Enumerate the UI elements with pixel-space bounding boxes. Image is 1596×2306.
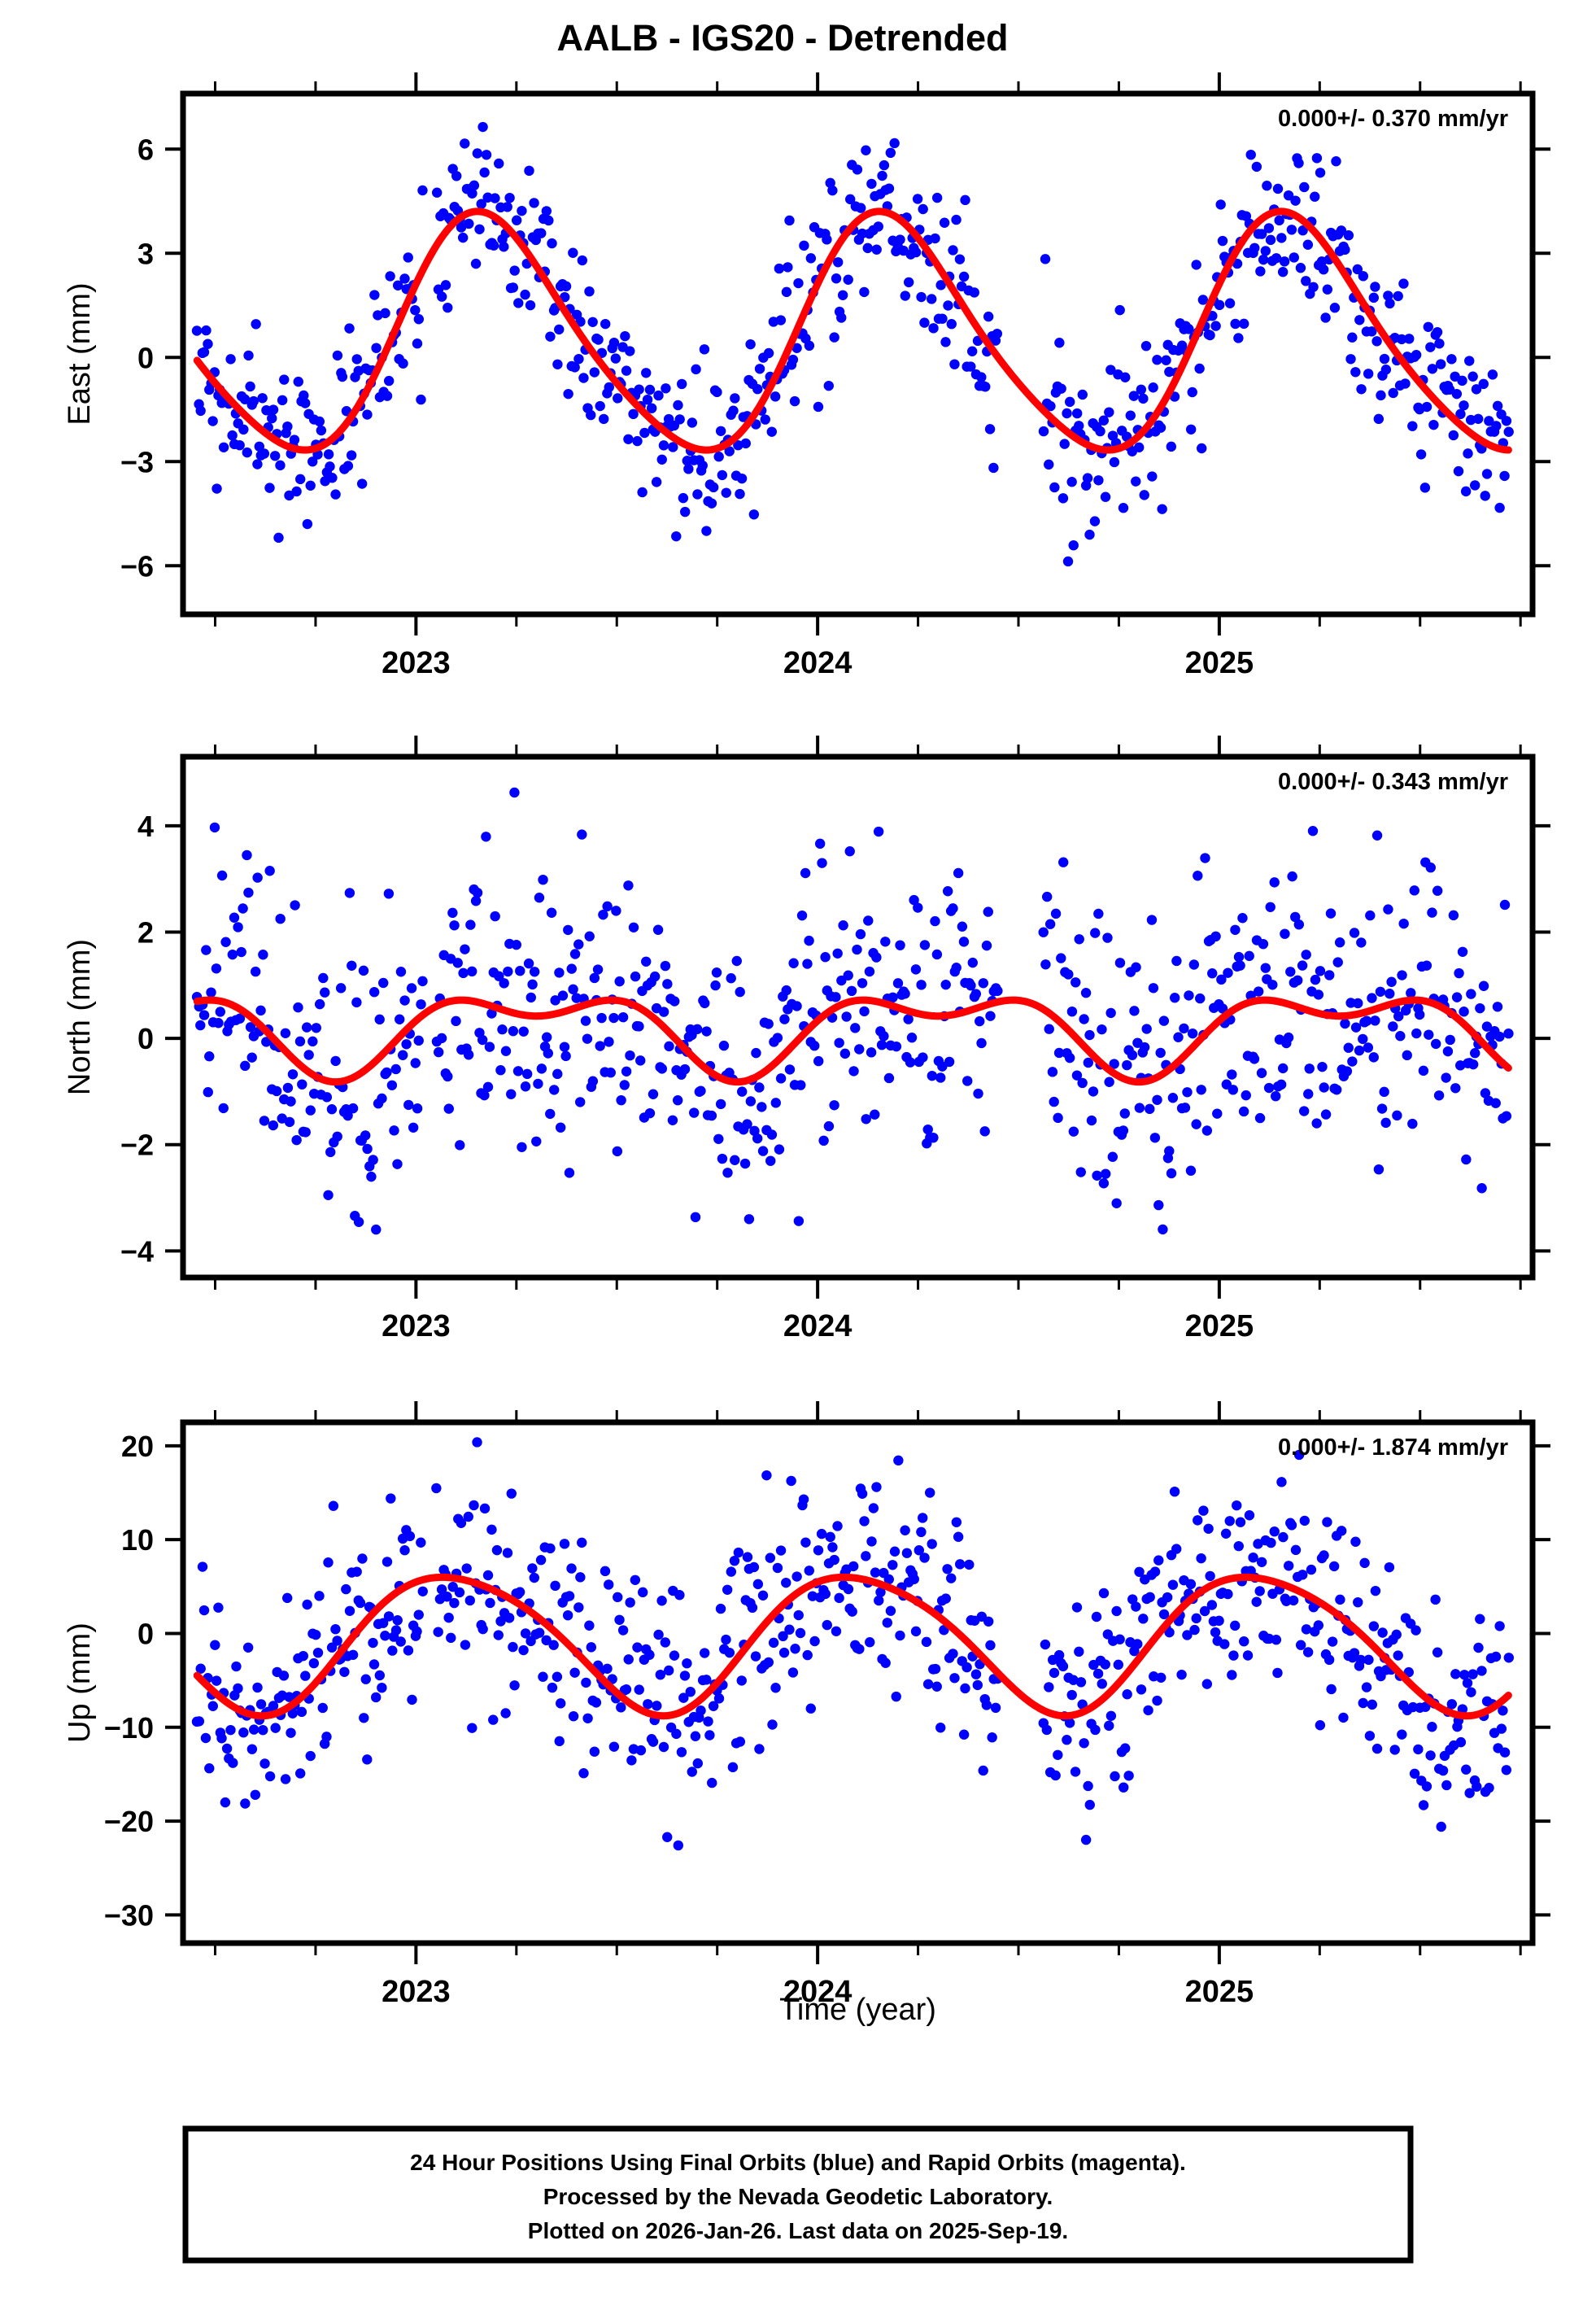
y-tick-label-up: 10 <box>121 1523 154 1557</box>
scatter-points-east <box>191 121 1514 567</box>
panel-east: 6 3 0 −3 −6 2023 2024 2025 East (mm) 0.000+/- 0.3… <box>63 72 1550 680</box>
y-axis-label-up: Up (mm) <box>63 1622 97 1743</box>
y-tick-label-up: −30 <box>104 1898 154 1932</box>
y-tick-label-up: −10 <box>104 1711 154 1745</box>
rate-annotation-up: 0.000+/- 1.874 mm/yr <box>1278 1435 1508 1461</box>
fit-curve-up <box>193 1573 1512 1720</box>
y-tick-label-north: 4 <box>137 810 154 843</box>
caption-box: 24 Hour Positions Using Final Orbits (bl… <box>182 2125 1414 2264</box>
y-tick-label-up: 20 <box>121 1430 154 1463</box>
rate-annotation-east: 0.000+/- 0.370 mm/yr <box>1278 106 1508 132</box>
x-tick-label-north: 2023 <box>382 1309 451 1343</box>
plot-frame-east <box>180 90 1536 618</box>
caption-border <box>182 2125 1414 2264</box>
x-tick-label-up: 2024 <box>783 1975 853 2009</box>
caption-line2: Processed by the Nevada Geodetic Laborat… <box>543 2184 1053 2209</box>
y-tick-label-north: −2 <box>120 1129 154 1162</box>
scatter-points-up <box>191 1422 1515 1851</box>
caption-line1: 24 Hour Positions Using Final Orbits (bl… <box>410 2150 1186 2175</box>
y-tick-label-east: 3 <box>137 237 154 270</box>
y-tick-label-east: −3 <box>120 445 154 478</box>
y-axis-label-north: North (mm) <box>63 939 97 1095</box>
plot-frame-up <box>180 1419 1536 1946</box>
x-tick-label-east: 2024 <box>783 646 853 680</box>
x-axis-label: Time (year) <box>779 1993 936 2027</box>
x-tick-label-east: 2025 <box>1185 646 1254 680</box>
panel-north: 4 2 0 −2 −4 2023 2024 2025 North (mm) 0.000+/- 0.… <box>63 736 1550 1343</box>
x-tick-label-up: 2023 <box>382 1975 451 2009</box>
rate-annotation-north: 0.000+/- 0.343 mm/yr <box>1278 769 1508 795</box>
panel-up: 20 10 0 −10 −20 −30 2023 2024 2025 Up (mm) 0.000+/… <box>63 1401 1550 2009</box>
y-tick-label-up: −20 <box>104 1805 154 1838</box>
caption-line3: Plotted on 2026-Jan-26. Last data on 202… <box>528 2218 1068 2243</box>
plot-frame-north <box>180 753 1536 1281</box>
chart-title: AALB - IGS20 - Detrended <box>556 17 1008 59</box>
y-tick-label-north: −4 <box>120 1234 154 1268</box>
x-tick-label-north: 2024 <box>783 1309 853 1343</box>
x-tick-label-east: 2023 <box>382 646 451 680</box>
x-tick-label-north: 2025 <box>1185 1309 1254 1343</box>
x-tick-label-up: 2025 <box>1185 1975 1254 2009</box>
fit-curve-east <box>193 207 1512 454</box>
y-tick-label-east: 6 <box>137 133 154 166</box>
y-tick-label-east: −6 <box>120 549 154 583</box>
y-tick-label-up: 0 <box>137 1617 154 1650</box>
y-tick-label-east: 0 <box>137 341 154 374</box>
y-axis-label-east: East (mm) <box>63 282 97 425</box>
y-tick-label-north: 0 <box>137 1022 154 1055</box>
y-tick-label-north: 2 <box>137 916 154 950</box>
fit-curve-north <box>193 996 1512 1086</box>
